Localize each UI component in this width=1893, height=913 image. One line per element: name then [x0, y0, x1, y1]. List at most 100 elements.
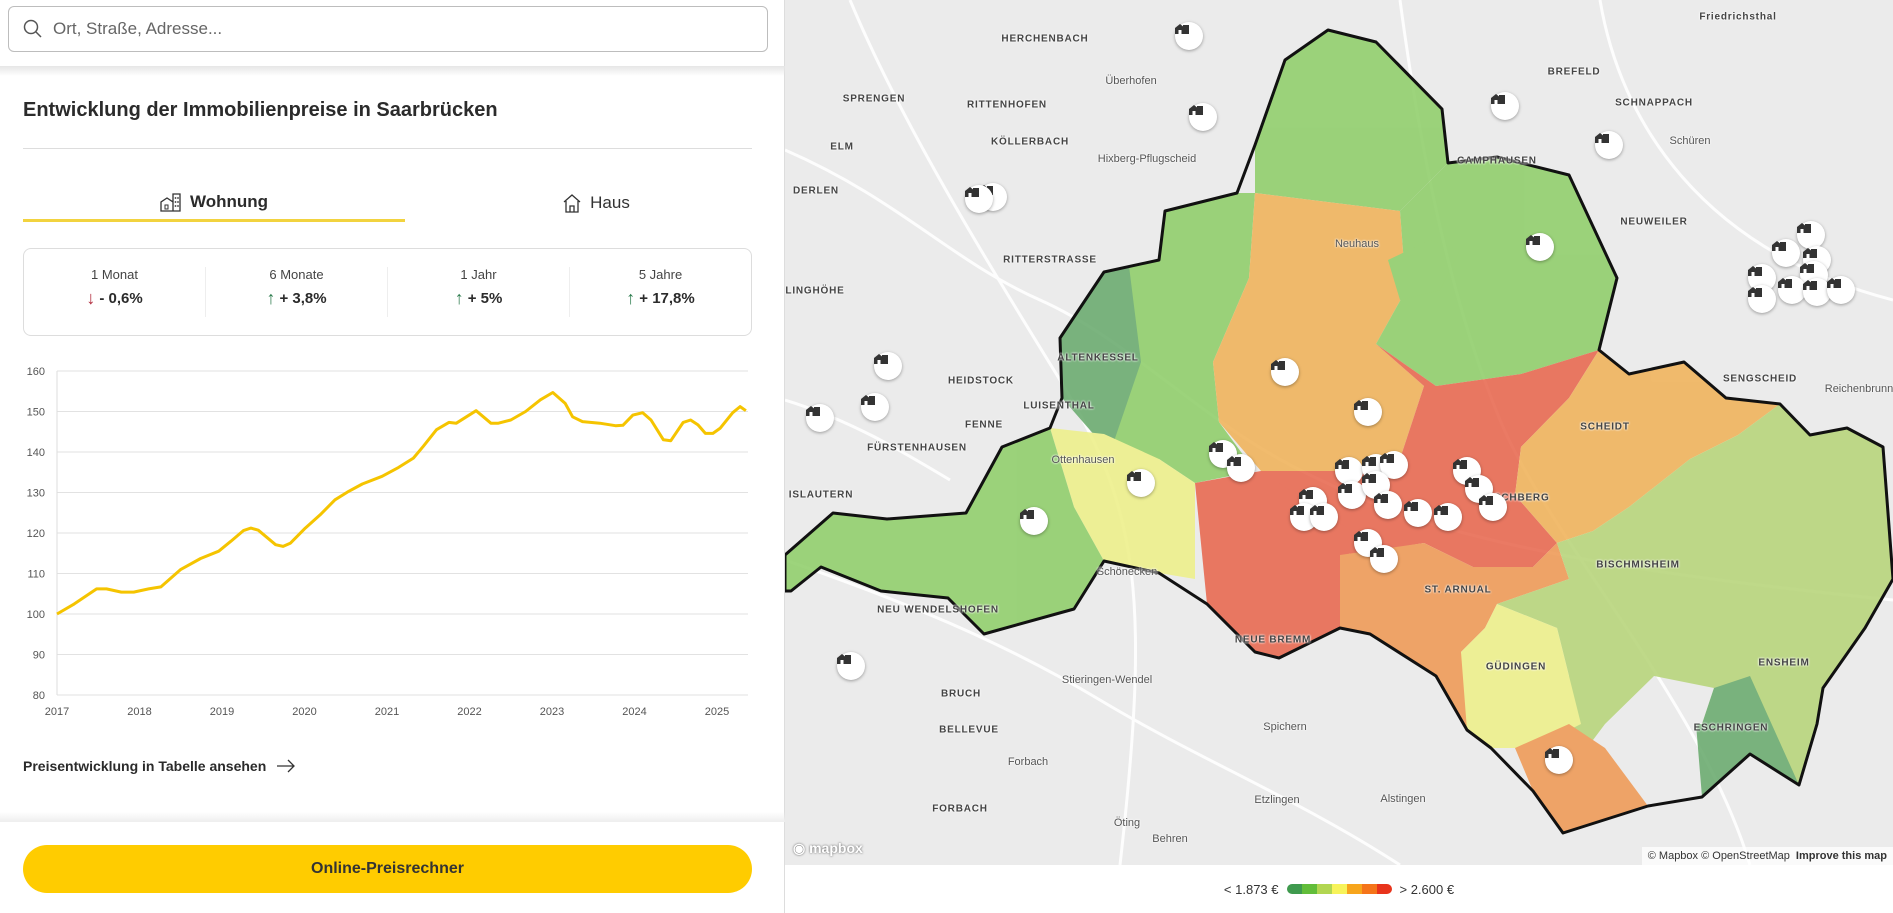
search-input[interactable] [53, 19, 733, 39]
property-icon [1353, 399, 1368, 410]
property-marker[interactable] [1310, 502, 1339, 531]
property-marker[interactable] [1020, 507, 1049, 536]
search-field[interactable] [8, 6, 768, 52]
property-marker[interactable] [1491, 92, 1520, 121]
zone [1388, 240, 1460, 300]
header-shadow [0, 66, 785, 76]
zone [1255, 30, 1448, 211]
map-place-label: Ottenhausen [1051, 454, 1115, 466]
map[interactable]: Friedrichsthal HERCHENBACH SPRENGEN RITTENH… [785, 0, 1893, 865]
property-marker[interactable] [1434, 502, 1463, 531]
property-icon [861, 394, 876, 405]
map-place-label: CAMPHAUSEN [1457, 155, 1537, 167]
mapbox-logo[interactable]: ◉ mapbox [793, 840, 863, 856]
map-place-label: FORBACH [932, 803, 988, 815]
y-tick-label: 90 [33, 650, 45, 662]
property-icon [1020, 509, 1035, 520]
property-marker[interactable] [1337, 480, 1366, 509]
map-place-label: SCHEIDT [1580, 421, 1630, 433]
property-icon [1491, 94, 1506, 105]
table-view-link[interactable]: Preisentwicklung in Tabelle ansehen [23, 758, 296, 774]
property-icon [1778, 277, 1793, 288]
x-tick-label: 2025 [705, 706, 729, 718]
property-icon [1299, 488, 1314, 499]
tab-haus[interactable]: Haus [405, 184, 787, 222]
property-marker[interactable] [1772, 239, 1801, 268]
city-boundary [785, 28, 1893, 835]
property-icon [874, 353, 889, 364]
property-icon [1404, 500, 1419, 511]
property-marker[interactable] [874, 351, 903, 380]
property-icon [1479, 494, 1494, 505]
map-place-label: SENGSCHEID [1722, 373, 1798, 385]
property-icon [1374, 492, 1389, 503]
property-icon [1189, 105, 1204, 116]
map-place-label: Spichern [1263, 721, 1307, 733]
property-marker[interactable] [1370, 544, 1399, 573]
zone [1376, 157, 1617, 386]
price-change-stats: 1 Monat ↓ - 0,6% 6 Monate ↑ + 3,8% 1 Jahr ↑ + … [23, 248, 752, 336]
property-icon [1271, 359, 1286, 370]
property-marker[interactable] [1802, 278, 1831, 307]
property-marker[interactable] [1404, 498, 1433, 527]
attribution-text[interactable]: © Mapbox © OpenStreetMap [1647, 850, 1790, 862]
house-icon [563, 194, 581, 213]
property-marker[interactable] [1226, 454, 1255, 483]
apartment-icon [160, 192, 181, 212]
property-marker[interactable] [1126, 468, 1155, 497]
arrow-up-icon: ↑ [266, 288, 276, 308]
property-marker[interactable] [861, 392, 890, 421]
legend-swatch [1346, 884, 1362, 894]
arrow-up-icon: ↑ [626, 288, 636, 308]
y-tick-label: 80 [33, 690, 45, 702]
property-marker[interactable] [1778, 275, 1807, 304]
property-marker[interactable] [1594, 130, 1623, 159]
property-marker[interactable] [1353, 397, 1382, 426]
property-icon [1748, 287, 1763, 298]
map-place-label: FENNE [965, 419, 1003, 431]
property-icon [964, 187, 979, 198]
property-marker[interactable] [1189, 103, 1218, 132]
property-marker[interactable] [1174, 22, 1203, 51]
property-marker[interactable] [836, 652, 865, 681]
stat-value: + 3,8% [279, 290, 327, 307]
stat-1-year: 1 Jahr ↑ + 5% [388, 267, 570, 317]
property-icon [805, 405, 820, 416]
legend-swatch [1361, 884, 1377, 894]
map-place-label: ESCHBERG [1486, 492, 1550, 504]
property-marker[interactable] [1526, 233, 1555, 262]
property-icon [1370, 546, 1385, 557]
property-marker[interactable] [1545, 746, 1574, 775]
y-tick-label: 150 [27, 407, 45, 419]
zone [1060, 266, 1141, 453]
page-title: Entwicklung der Immobilienpreise in Saar… [23, 99, 498, 121]
property-marker[interactable] [1479, 492, 1508, 521]
map-place-label: RITTERSTRASSE [1003, 254, 1097, 266]
property-marker[interactable] [1271, 357, 1300, 386]
property-marker[interactable] [1826, 275, 1855, 304]
stat-label: 5 Jahre [638, 267, 683, 282]
property-marker[interactable] [1374, 490, 1403, 519]
property-icon [1208, 441, 1223, 452]
property-marker[interactable] [1796, 221, 1825, 250]
property-icon [1800, 263, 1815, 274]
mapbox-logo-text: mapbox [809, 840, 863, 856]
property-icon [1796, 223, 1811, 234]
zone [785, 428, 1104, 634]
map-place-label: ALTENKESSEL [1057, 352, 1139, 364]
legend-swatch [1301, 884, 1317, 894]
property-marker[interactable] [1748, 285, 1777, 314]
zone [1461, 604, 1581, 748]
arrow-up-icon: ↑ [454, 288, 464, 308]
property-icon [1748, 265, 1763, 276]
improve-map-link[interactable]: Improve this map [1795, 850, 1887, 862]
property-icon [1434, 504, 1449, 515]
stat-6-months: 6 Monate ↑ + 3,8% [206, 267, 388, 317]
property-marker[interactable] [964, 185, 993, 214]
property-marker[interactable] [805, 403, 834, 432]
property-icon [1226, 456, 1241, 467]
online-price-calculator-button[interactable]: Online-Preisrechner [23, 845, 752, 893]
tab-wohnung[interactable]: Wohnung [23, 184, 405, 222]
property-marker[interactable] [1335, 456, 1364, 485]
map-place-label: KÖLLERBACH [991, 136, 1069, 148]
